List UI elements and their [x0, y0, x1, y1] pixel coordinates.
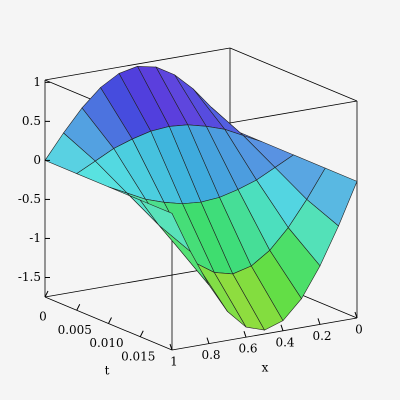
t-tick: [76, 304, 81, 311]
x-tick: [280, 324, 284, 331]
x-tick: [317, 318, 321, 325]
t-axis-title: t: [105, 364, 110, 378]
x-tick-label: 0.2: [312, 329, 331, 343]
t-tick: [108, 317, 112, 324]
x-tick-label: 0: [355, 323, 363, 337]
x-tick: [169, 343, 173, 351]
t-tick: [139, 330, 144, 337]
t-tick-label: 0.005: [58, 323, 92, 337]
surface: [44, 65, 358, 331]
z-tick-label: 1: [33, 75, 41, 89]
t-tick-label: 0.010: [89, 336, 123, 350]
box-edge: [44, 47, 231, 81]
x-tick: [243, 331, 247, 338]
z-tick-label: -1: [29, 231, 41, 245]
x-tick-label: 0.8: [201, 348, 220, 362]
box-edge: [171, 317, 358, 351]
surface-patch: [139, 199, 191, 252]
z-tick-label: -1.5: [18, 270, 41, 284]
t-tick-label: 0.015: [121, 349, 155, 363]
x-tick: [206, 337, 210, 344]
x-tick-label: 0.6: [238, 342, 257, 356]
box-edge: [229, 47, 358, 102]
z-tick-label: 0: [33, 153, 41, 167]
t-tick-label: 0: [39, 310, 47, 324]
z-tick-label: -0.5: [18, 192, 41, 206]
x-axis-title: x: [262, 361, 269, 375]
x-tick-label: 1: [170, 355, 178, 369]
t-tick: [44, 290, 49, 298]
x-tick-label: 0.4: [275, 335, 294, 349]
x-tick: [354, 311, 358, 319]
z-tick-label: 0.5: [22, 114, 41, 128]
